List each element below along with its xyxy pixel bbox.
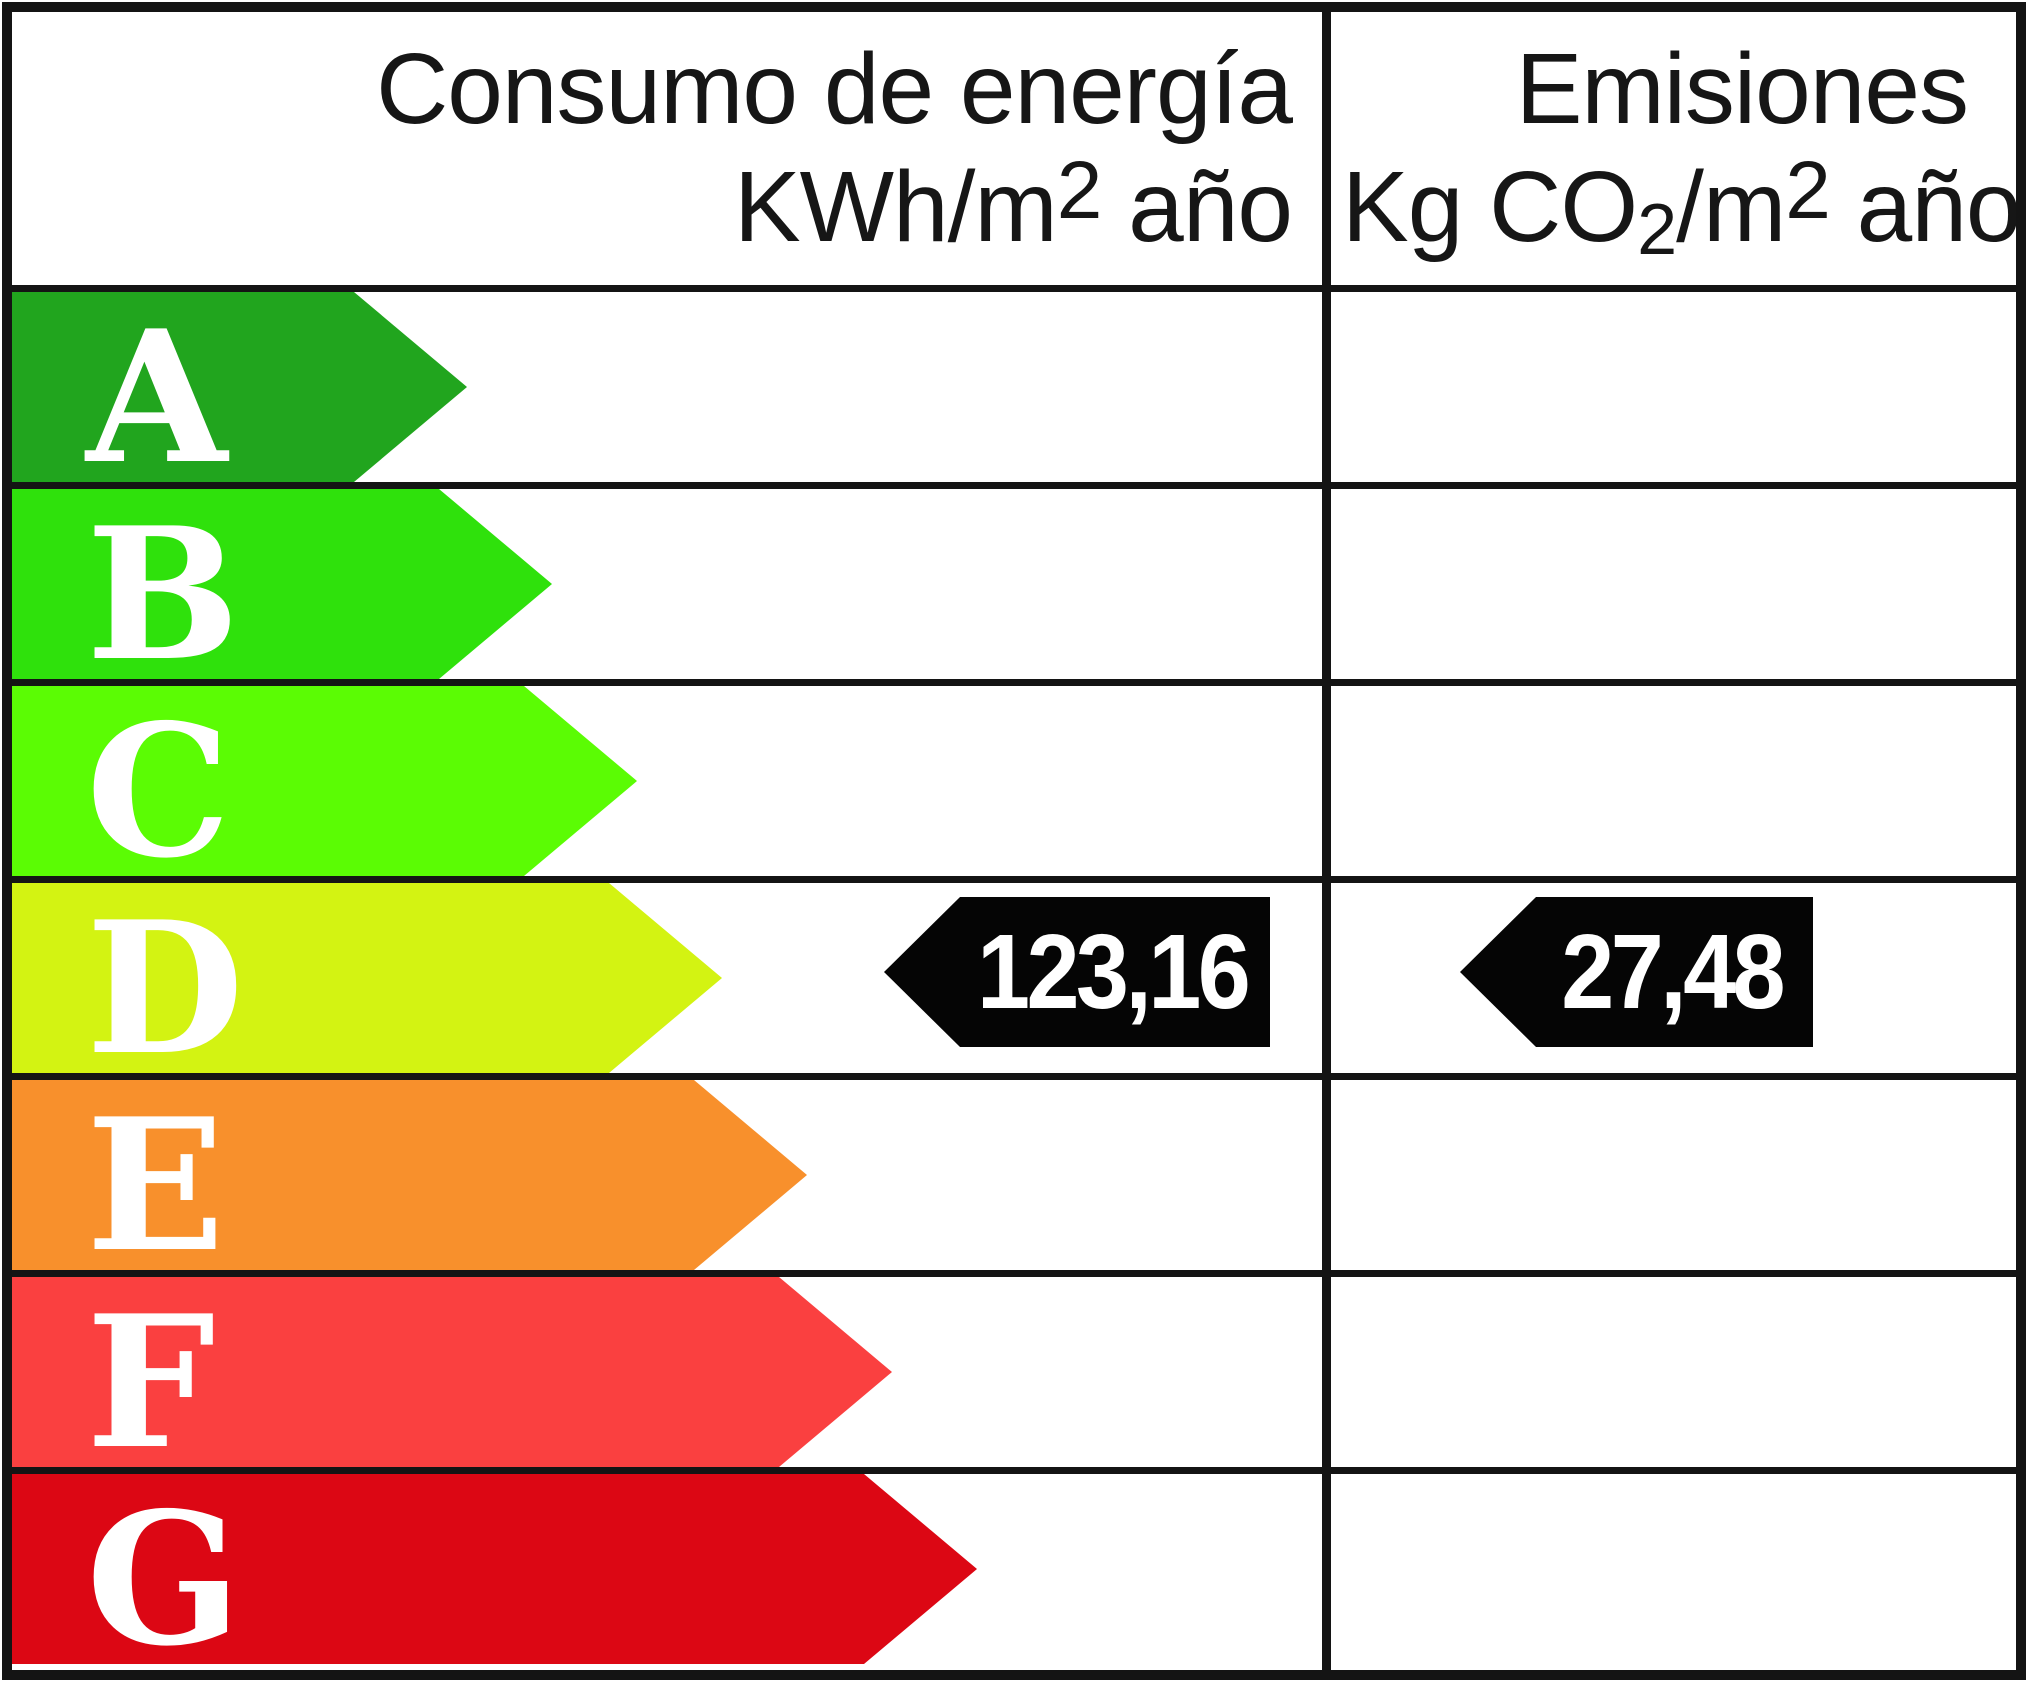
rating-arrow-A: A (12, 292, 467, 482)
rating-arrow-D: D (12, 883, 722, 1073)
rating-letter-G: G (86, 1472, 242, 1682)
rating-letter-D: D (86, 881, 244, 1095)
energy-column-title: Consumo de energía (376, 33, 1293, 145)
emissions-value-arrow: 27,48 (1460, 897, 1813, 1047)
energy-value: 123,16 (976, 912, 1251, 1031)
rating-letter-F: F (86, 1275, 216, 1489)
rating-arrow-E: E (12, 1080, 807, 1270)
rating-arrow-B: B (12, 489, 552, 679)
rating-letter-C: C (86, 684, 231, 898)
table-header: Consumo de energía KWh/m2 año Emisiones … (12, 12, 2021, 285)
rating-row-D: D (12, 876, 2016, 1073)
rating-letter-B: B (86, 487, 240, 701)
column-divider (1322, 12, 1331, 1670)
emissions-column-title: Emisiones (1515, 33, 1969, 145)
rating-arrow-F: F (12, 1277, 892, 1467)
rating-letter-A: A (86, 290, 228, 504)
rating-row-F: F (12, 1270, 2016, 1467)
rating-row-G: G (12, 1467, 2016, 1664)
energy-column-header: Consumo de energía KWh/m2 año (20, 33, 1293, 263)
rating-row-C: C (12, 679, 2016, 876)
emissions-value: 27,48 (1561, 912, 1785, 1031)
rating-row-A: A (12, 285, 2016, 482)
emissions-column-header: Emisiones Kg CO2/m2 año (1342, 33, 2021, 281)
energy-value-arrow: 123,16 (884, 897, 1270, 1047)
energy-column-units: KWh/m2 año (733, 145, 1293, 263)
rating-row-E: E (12, 1073, 2016, 1270)
emissions-column-units: Kg CO2/m2 año (1342, 145, 2021, 270)
rating-row-B: B (12, 482, 2016, 679)
rating-arrow-G: G (12, 1474, 977, 1664)
rating-arrow-C: C (12, 686, 637, 876)
rating-letter-E: E (86, 1078, 225, 1292)
